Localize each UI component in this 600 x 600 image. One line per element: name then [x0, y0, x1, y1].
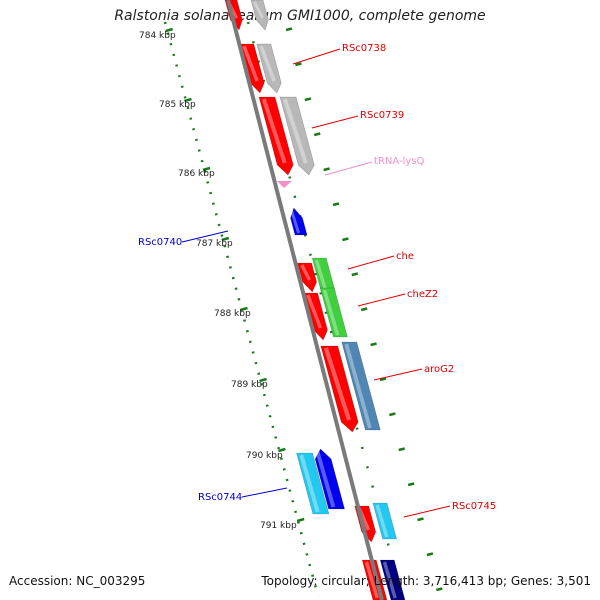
leader-line — [311, 115, 359, 129]
leader-line — [292, 48, 341, 65]
gene-arrow[interactable] — [256, 43, 282, 94]
scale-label: 788 kbp — [214, 309, 251, 319]
gene-arrow-highlight — [261, 98, 287, 164]
minor-tick — [407, 482, 415, 487]
leader-line — [347, 255, 395, 270]
scale-ticks — [165, 27, 443, 592]
gene-arrow[interactable] — [290, 207, 308, 236]
minor-tick — [342, 237, 349, 242]
gene-arrow-highlight — [315, 450, 336, 508]
minor-tick — [435, 587, 443, 592]
gene-label[interactable]: RSc0745 — [452, 501, 496, 512]
map-title: Ralstonia solanacearum GMI1000, complete… — [114, 8, 486, 24]
gene-arrow[interactable] — [372, 502, 398, 540]
gene-arrow-highlight — [242, 45, 259, 82]
minor-tick — [313, 132, 321, 137]
minor-tick — [304, 97, 312, 102]
gene-arrow-highlight — [282, 98, 308, 164]
leader-line — [181, 230, 229, 243]
scale-tick — [259, 377, 267, 383]
gene-arrow-highlight — [323, 347, 352, 421]
gene-arrow-highlight — [375, 504, 389, 538]
gene-arrow-highlight — [306, 294, 323, 329]
gene-label[interactable]: RSc0738 — [342, 43, 386, 54]
scale-tick — [296, 517, 305, 523]
scale-label: 789 kbp — [231, 380, 268, 390]
gene-arrow-highlight — [382, 561, 397, 599]
scale-label: 787 kbp — [196, 239, 233, 249]
gene-arrow-highlight — [299, 454, 320, 513]
gene-label[interactable]: tRNA-lysQ — [374, 156, 424, 167]
gene-arrow-highlight — [259, 45, 276, 82]
genome-summary: Topology: circular; Length: 3,716,413 bp… — [261, 574, 591, 588]
gene-arrow[interactable] — [296, 452, 330, 515]
gene-arrow[interactable] — [311, 257, 336, 293]
scale-tick — [202, 166, 211, 172]
gene-arrow[interactable] — [319, 287, 348, 338]
minor-tick — [285, 27, 293, 32]
gene-label[interactable]: RSc0739 — [360, 110, 404, 121]
gene-arrow[interactable] — [297, 262, 317, 293]
leader-line — [373, 368, 423, 381]
gene-arrow[interactable] — [320, 345, 359, 433]
gene-arrow[interactable] — [379, 559, 406, 600]
minor-tick — [295, 62, 302, 67]
scale-label: 785 kbp — [159, 100, 196, 110]
gene-features — [224, 0, 406, 600]
minor-tick — [426, 552, 434, 557]
minor-tick — [389, 412, 396, 417]
minor-tick — [398, 447, 406, 452]
gene-arrow[interactable] — [341, 341, 381, 431]
leader-line — [403, 505, 451, 518]
gene-label[interactable]: RSc0740 — [138, 237, 182, 248]
scale-label: 790 kbp — [246, 451, 283, 461]
scale-tick — [221, 236, 230, 242]
scale-tick — [184, 97, 192, 103]
gene-arrow-highlight — [344, 343, 372, 429]
gene-label[interactable]: cheZ2 — [407, 289, 438, 300]
minor-tick — [360, 307, 368, 312]
leader-line — [241, 487, 288, 498]
gene-label[interactable]: che — [396, 251, 414, 262]
gene-label[interactable]: RSc0744 — [198, 492, 242, 503]
gene-arrow-highlight — [300, 264, 312, 281]
leader-line — [357, 293, 406, 307]
gene-arrow-highlight — [253, 1, 264, 19]
minor-tick — [351, 272, 359, 277]
minor-tick — [379, 377, 387, 382]
scale-tick — [240, 306, 248, 312]
minor-tick — [323, 167, 330, 172]
gene-label[interactable]: aroG2 — [424, 364, 454, 375]
scale-tick — [165, 27, 174, 33]
scale-label: 786 kbp — [178, 169, 215, 179]
trna-marker[interactable] — [277, 181, 292, 188]
gene-arrow[interactable] — [250, 0, 269, 31]
backbone-line — [226, 0, 384, 600]
minor-tick — [417, 517, 424, 522]
leader-line — [324, 161, 373, 176]
gene-arrow-highlight — [289, 209, 301, 234]
scale-label: 784 kbp — [139, 31, 176, 41]
gene-arrow[interactable] — [258, 96, 294, 176]
scale-label: 791 kbp — [260, 521, 297, 531]
accession-text: Accession: NC_003295 — [9, 574, 146, 588]
minor-tick — [370, 342, 377, 347]
gene-arrow[interactable] — [279, 96, 315, 176]
gene-arrow-highlight — [322, 289, 340, 336]
gene-arrow[interactable] — [314, 448, 345, 510]
gene-arrow-highlight — [314, 259, 328, 291]
gene-arrow-highlight — [364, 561, 379, 599]
scale-tick — [278, 447, 286, 453]
minor-tick — [332, 202, 340, 207]
